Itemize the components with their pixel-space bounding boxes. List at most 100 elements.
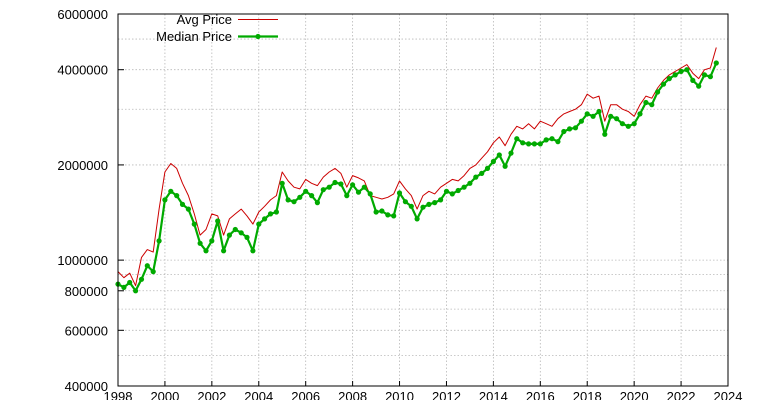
grid-lines <box>118 14 728 386</box>
median-price-point <box>226 232 232 238</box>
median-price-point <box>414 216 420 222</box>
median-price-point <box>631 121 637 127</box>
median-price-point <box>701 72 708 78</box>
axis-ticks: 1998 2000 2002 2004 2006 2008 2010 2012 2014 2016… <box>57 7 742 400</box>
y-tick-label: 6000000 <box>57 7 108 22</box>
x-tick-label: 2006 <box>291 389 320 400</box>
x-tick-label: 2022 <box>667 389 696 400</box>
median-price-point <box>179 201 186 207</box>
median-price-point <box>232 226 238 233</box>
median-price-point <box>121 284 127 290</box>
x-tick-label: 2024 <box>714 389 743 400</box>
median-price-point <box>578 118 585 124</box>
median-price-point <box>567 126 573 132</box>
y-tick-label: 400000 <box>65 379 108 394</box>
median-price-point <box>273 209 279 215</box>
median-price-point <box>332 179 338 186</box>
median-price-point <box>156 238 162 244</box>
median-price-point <box>707 74 714 80</box>
median-price-point <box>572 125 579 131</box>
x-tick-label: 2004 <box>244 389 273 400</box>
median-price-point <box>391 213 397 219</box>
median-price-point <box>144 263 150 269</box>
median-price-point <box>655 89 661 95</box>
median-price-point <box>344 193 350 199</box>
median-price-point <box>479 170 485 176</box>
median-price-point <box>543 137 549 143</box>
median-price-point <box>608 113 614 119</box>
median-price-point <box>385 212 391 218</box>
x-tick-label: 2000 <box>150 389 179 400</box>
x-tick-label: 2018 <box>573 389 602 400</box>
median-price-point <box>215 218 221 224</box>
median-price-point <box>649 102 655 108</box>
median-price-point <box>449 191 455 197</box>
median-price-point <box>420 204 426 210</box>
median-price-point <box>209 238 215 244</box>
median-price-point <box>549 136 555 142</box>
median-price-point <box>291 199 297 205</box>
median-price-point <box>203 248 209 254</box>
plot-frame <box>117 13 729 387</box>
median-price-point <box>438 197 444 203</box>
x-tick-label: 2016 <box>526 389 555 400</box>
median-price-point <box>221 248 227 254</box>
median-price-point <box>643 99 649 106</box>
median-price-point <box>133 288 139 294</box>
median-price-point <box>350 182 356 188</box>
y-tick-label: 600000 <box>65 323 108 338</box>
median-price-point <box>508 150 514 156</box>
median-price-point <box>678 68 684 74</box>
median-price-point <box>185 206 191 212</box>
median-price-point <box>314 200 320 206</box>
series-layer <box>115 47 719 294</box>
median-price-point <box>150 269 156 275</box>
median-price-point <box>197 240 203 246</box>
x-tick-label: 2002 <box>197 389 226 400</box>
median-price-point <box>396 190 403 196</box>
y-tick-label: 2000000 <box>57 158 108 173</box>
median-price-point <box>373 209 379 215</box>
median-price-point <box>625 123 631 129</box>
x-tick-label: 1998 <box>104 389 133 400</box>
median-price-point <box>256 221 262 227</box>
median-price-point <box>297 194 303 200</box>
median-price-point <box>250 248 256 254</box>
median-price-point <box>467 180 473 186</box>
median-price-point <box>484 165 491 171</box>
median-price-point <box>326 184 332 190</box>
y-tick-label: 800000 <box>65 284 108 299</box>
median-price-point <box>309 193 315 199</box>
median-price-point <box>244 234 250 240</box>
median-price-point <box>614 116 620 122</box>
median-price-point <box>426 201 432 207</box>
legend-label: Avg Price <box>177 12 232 27</box>
median-price-point <box>174 193 180 199</box>
median-price-point <box>162 197 168 203</box>
legend: Avg Price Median Price <box>156 12 278 44</box>
median-price-point <box>520 140 526 146</box>
x-tick-label: 2020 <box>620 389 649 400</box>
median-price-point <box>496 152 502 158</box>
median-price-point <box>267 211 274 217</box>
median-price-point <box>455 187 461 194</box>
median-price-point <box>127 279 133 286</box>
median-price-point <box>596 108 602 115</box>
median-price-point <box>443 188 450 194</box>
median-price-point <box>279 180 285 186</box>
median-price-point <box>285 197 291 203</box>
median-price-point <box>684 67 690 73</box>
median-price-point <box>690 77 696 83</box>
median-price-point <box>619 121 626 127</box>
median-price-point <box>361 184 367 190</box>
median-price-point <box>490 158 496 165</box>
median-price-point <box>561 128 567 135</box>
median-price-point <box>402 199 408 205</box>
median-price-point <box>502 163 508 169</box>
median-price-point <box>367 191 373 197</box>
median-price-point <box>168 188 174 194</box>
median-price-point <box>555 139 561 145</box>
median-price-point <box>666 76 672 82</box>
